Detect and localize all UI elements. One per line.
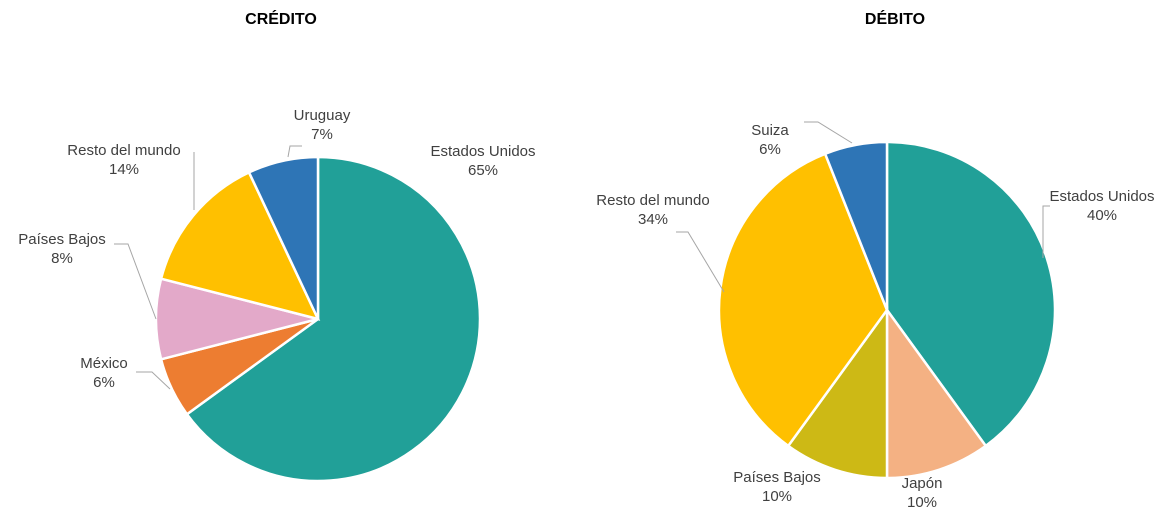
- pie-slice: [717, 152, 889, 448]
- chart-title: DÉBITO: [865, 9, 925, 28]
- slice-label: Uruguay: [294, 107, 351, 124]
- slice-label: México: [80, 355, 128, 372]
- slice-label: Países Bajos: [18, 231, 106, 248]
- chart-title: CRÉDITO: [245, 9, 317, 28]
- slice-label: Suiza: [751, 122, 789, 139]
- slice-label: Resto del mundo: [67, 142, 180, 159]
- slice-value-label: 6%: [93, 374, 115, 391]
- leader-line: [676, 231, 725, 293]
- pie-slice: [185, 155, 482, 483]
- slice-label: Países Bajos: [733, 469, 821, 486]
- leader-line: [287, 145, 302, 158]
- slice-value-label: 6%: [759, 141, 781, 158]
- slice-value-label: 40%: [1087, 207, 1117, 224]
- slice-value-label: 8%: [51, 250, 73, 267]
- pie-slice: [823, 140, 889, 311]
- pie-slice: [786, 306, 889, 480]
- leader-line: [1042, 205, 1050, 258]
- slice-value-label: 7%: [311, 126, 333, 143]
- pie-slice: [885, 306, 988, 480]
- slice-value-label: 10%: [762, 488, 792, 505]
- slice-value-label: 34%: [638, 211, 668, 228]
- slice-label: Resto del mundo: [596, 192, 709, 209]
- slice-value-label: 10%: [907, 494, 937, 511]
- leader-line: [136, 371, 171, 390]
- pie-slice: [247, 155, 320, 320]
- leader-line: [114, 243, 157, 320]
- pie-slice: [885, 140, 1057, 448]
- pie-slice: [159, 170, 321, 321]
- slice-label: Japón: [902, 475, 943, 492]
- slice-value-label: 65%: [468, 162, 498, 179]
- slice-label: Estados Unidos: [430, 143, 535, 160]
- slice-label: Estados Unidos: [1049, 188, 1154, 205]
- slice-value-label: 14%: [109, 161, 139, 178]
- leader-line: [804, 121, 853, 144]
